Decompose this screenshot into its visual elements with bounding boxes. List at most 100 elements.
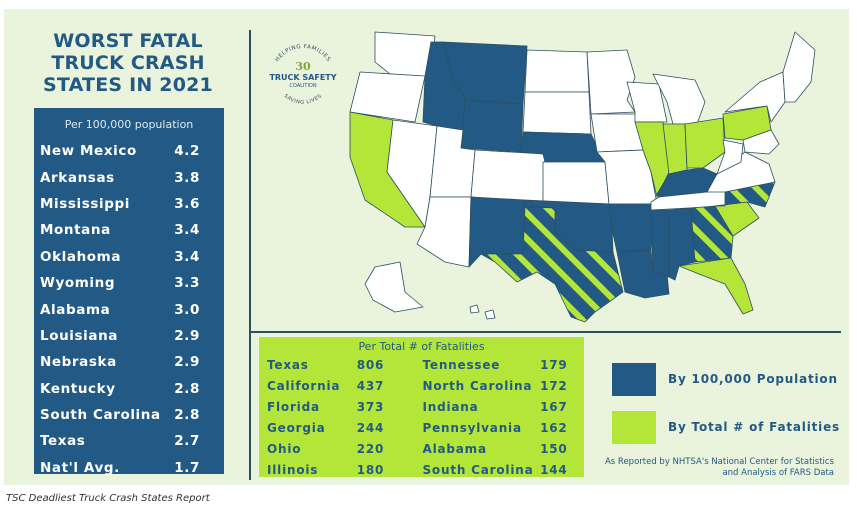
total-state: South Carolina: [422, 462, 534, 477]
total-value: 150: [540, 441, 568, 456]
title-line-2: TRUCK CRASH: [51, 52, 205, 74]
per-capita-row: Oklahoma 3.4: [34, 244, 224, 270]
state-texas: [480, 206, 624, 323]
us-map: [349, 31, 816, 323]
per-capita-table: Per 100,000 population New Mexico 4.2 Arka…: [34, 108, 224, 476]
per-capita-state: Arkansas: [40, 169, 115, 186]
state-wyoming: [460, 99, 524, 153]
per-capita-state: Mississippi: [40, 195, 131, 212]
per-capita-value: 2.9: [174, 354, 200, 371]
vertical-divider: [249, 30, 251, 480]
per-capita-value: 3.4: [174, 222, 200, 239]
total-fatalities-header: Per Total # of Fatalities: [358, 340, 485, 353]
state-south-dakota: [522, 91, 592, 135]
total-value: 220: [356, 441, 385, 456]
per-capita-row: Mississippi 3.6: [34, 191, 224, 217]
truck-safety-coalition-logo: HELPING FAMILIES 30 TRUCK SAFETY COALITI…: [269, 44, 336, 106]
per-capita-value: 3.3: [174, 275, 200, 292]
legend-swatch-per-capita: [612, 363, 656, 396]
total-fatalities-table: Per Total # of Fatalities Texas Californi…: [259, 337, 584, 477]
state-alaska: [364, 261, 424, 313]
per-capita-value: 3.8: [174, 169, 200, 186]
total-value: 162: [540, 420, 568, 435]
logo-number: 30: [295, 60, 311, 73]
state-hawaii-1: [469, 304, 480, 314]
per-capita-value: 3.0: [174, 301, 200, 318]
total-state: Indiana: [422, 399, 479, 414]
total-state: North Carolina: [422, 378, 533, 393]
state-oregon: [349, 71, 426, 123]
per-capita-state: New Mexico: [40, 143, 137, 160]
state-mississippi: [650, 209, 670, 278]
state-colorado: [470, 149, 546, 203]
legend-swatch-total: [612, 411, 656, 444]
state-ohio: [684, 117, 726, 169]
per-capita-row: Texas 2.7: [34, 428, 224, 454]
per-capita-value: 2.8: [174, 380, 200, 397]
state-georgia: [690, 205, 734, 263]
per-capita-state: Kentucky: [40, 380, 116, 397]
state-maryland-nj: [742, 129, 780, 155]
per-capita-row: Wyoming 3.3: [34, 270, 224, 296]
source-note: As Reported by NHTSA's National Center f…: [604, 457, 834, 478]
per-capita-state: Louisiana: [40, 327, 119, 344]
per-capita-state: Montana: [40, 222, 111, 239]
state-illinois: [634, 121, 670, 198]
per-capita-value: 3.6: [174, 195, 200, 212]
per-capita-state: Texas: [40, 433, 86, 450]
state-florida: [678, 257, 754, 315]
per-capita-value: 2.7: [174, 433, 200, 450]
total-value: 373: [356, 399, 385, 414]
per-capita-row: Louisiana 2.9: [34, 323, 224, 349]
per-capita-row: Kentucky 2.8: [34, 376, 224, 402]
state-hawaii-2: [484, 309, 496, 320]
per-capita-value: 3.4: [174, 248, 200, 265]
per-capita-value: 2.9: [174, 327, 200, 344]
horizontal-divider: [251, 331, 841, 333]
total-value: 167: [540, 399, 568, 414]
image-caption: TSC Deadliest Truck Crash States Report: [6, 493, 210, 504]
total-state: California: [267, 378, 341, 393]
per-capita-row: Arkansas 3.8: [34, 164, 224, 190]
total-state: Tennessee: [422, 357, 501, 372]
per-capita-state: Nat'l Avg.: [40, 459, 120, 476]
logo-line-1: TRUCK SAFETY: [269, 73, 336, 82]
state-arkansas: [608, 203, 656, 253]
per-capita-row: Montana 3.4: [34, 217, 224, 243]
state-west-virginia: [716, 139, 744, 175]
per-capita-state: Alabama: [40, 301, 111, 318]
total-value: 806: [356, 357, 385, 372]
total-state: Ohio: [267, 441, 302, 456]
total-state: Florida: [267, 399, 320, 414]
total-value: 244: [356, 420, 385, 435]
state-kansas: [542, 161, 610, 205]
per-capita-row: Nat'l Avg. 1.7: [34, 455, 224, 481]
total-value: 437: [356, 378, 385, 393]
total-state: Alabama: [422, 441, 487, 456]
total-state: Georgia: [267, 420, 326, 435]
logo-line-2: COALITION: [289, 83, 316, 89]
total-state: Pennsylvania: [422, 420, 522, 435]
per-capita-value: 1.7: [174, 459, 200, 476]
legend-label-total: By Total # of Fatalities: [668, 420, 840, 434]
state-north-dakota: [524, 49, 590, 93]
total-value: 172: [540, 378, 568, 393]
total-value: 180: [356, 462, 385, 477]
per-capita-value: 2.8: [174, 407, 200, 424]
per-capita-state: Nebraska: [40, 354, 117, 371]
total-value: 179: [540, 357, 568, 372]
per-capita-state: Wyoming: [40, 275, 116, 292]
title-line-3: STATES IN 2021: [43, 74, 213, 96]
per-capita-row: Nebraska 2.9: [34, 349, 224, 375]
legend-label-per-capita: By 100,000 Population: [668, 372, 838, 386]
per-capita-value: 4.2: [174, 143, 200, 160]
page-title: WORST FATAL TRUCK CRASH STATES IN 2021: [33, 30, 223, 96]
state-louisiana: [616, 249, 670, 299]
per-capita-header: Per 100,000 population: [64, 118, 194, 131]
total-state: Texas: [267, 357, 309, 372]
per-capita-state: South Carolina: [40, 407, 161, 424]
per-capita-row: New Mexico 4.2: [34, 138, 224, 164]
state-new-england: [782, 31, 816, 103]
per-capita-row: South Carolina 2.8: [34, 402, 224, 428]
total-value: 144: [540, 462, 568, 477]
